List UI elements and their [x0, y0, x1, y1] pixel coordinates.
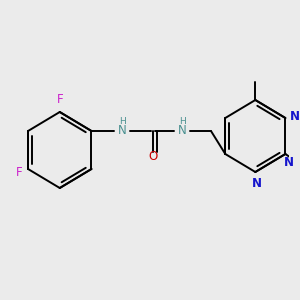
Text: N: N	[118, 124, 127, 137]
Text: O: O	[148, 151, 158, 164]
Text: N: N	[284, 155, 294, 169]
Text: N: N	[290, 110, 300, 122]
Text: H: H	[179, 117, 185, 126]
Text: F: F	[56, 93, 63, 106]
Text: F: F	[16, 166, 22, 178]
Text: N: N	[252, 177, 262, 190]
Text: N: N	[178, 124, 187, 137]
Text: H: H	[119, 117, 126, 126]
